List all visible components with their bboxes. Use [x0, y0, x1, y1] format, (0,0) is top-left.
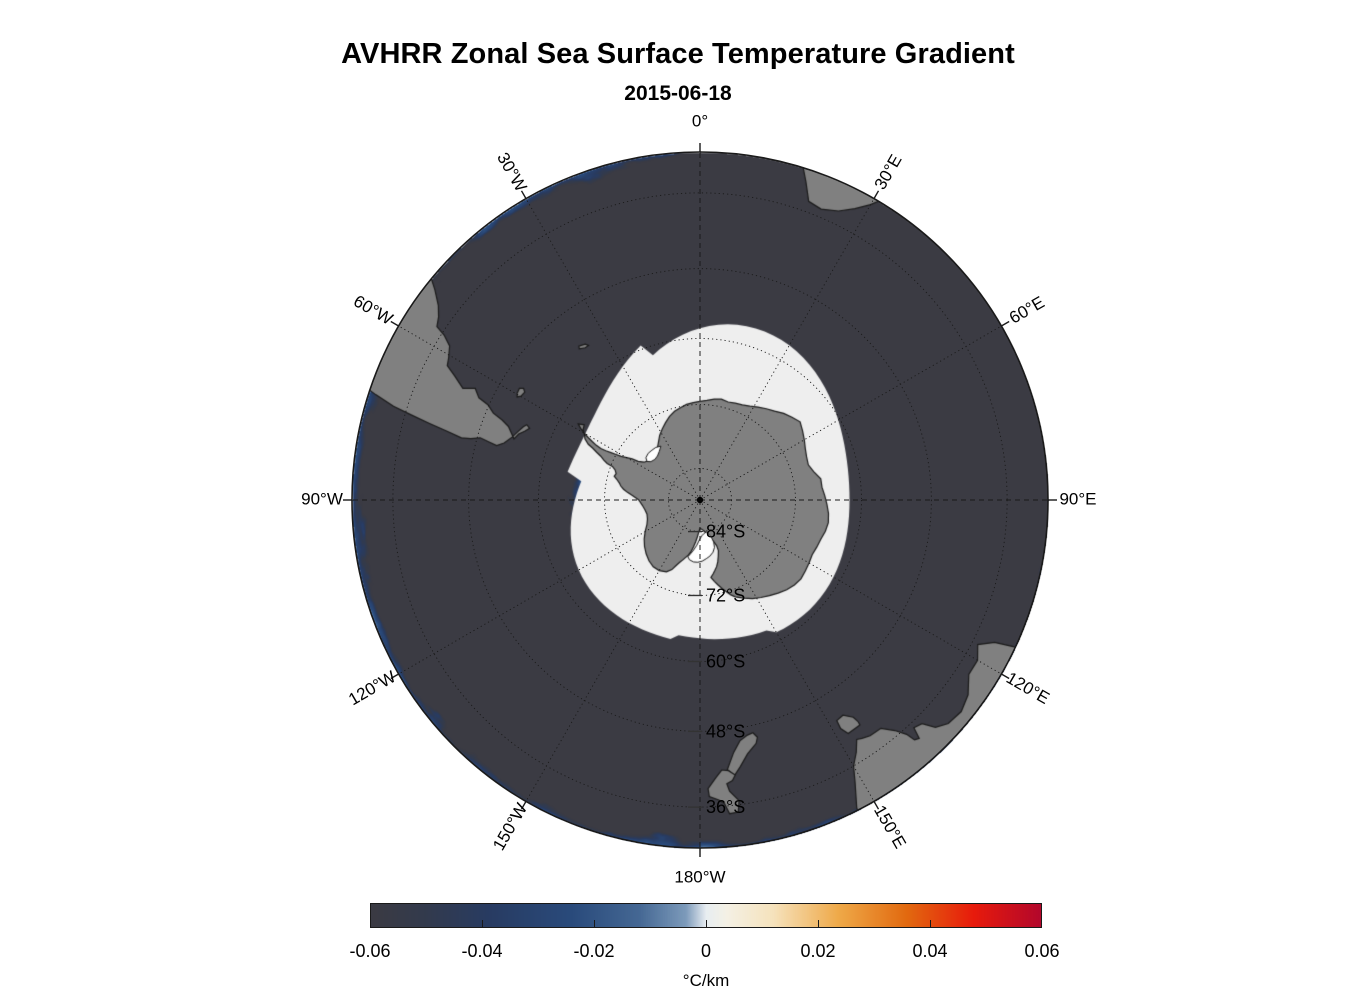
colorbar-tick — [930, 920, 931, 928]
longitude-label: 90°W — [301, 489, 343, 508]
latitude-label: 36°S — [706, 797, 745, 817]
colorbar-tick — [818, 920, 819, 928]
longitude-label: 0° — [692, 111, 708, 130]
longitude-label: 150°E — [870, 802, 910, 852]
longitude-label: 60°E — [1006, 293, 1048, 328]
latitude-label: 48°S — [706, 721, 745, 741]
colorbar[interactable]: -0.06 -0.04 -0.02 0 0.02 0.04 0.06 °C/km — [349, 903, 1060, 991]
graticule-group — [352, 152, 1048, 848]
colorbar-tick-label: 0.02 — [800, 941, 836, 961]
sst-gradient-field-canvas[interactable] — [0, 0, 1356, 890]
polar-map[interactable]: 0° 30°E 60°E 90°E 120°E 150°E 180°W 150°W 120°W 9… — [0, 0, 1356, 890]
map-frame-group — [343, 143, 1057, 857]
colorbar-tick — [482, 920, 483, 928]
longitude-label: 30°E — [871, 151, 906, 193]
colorbar-tick — [594, 920, 595, 928]
colorbar-tick-labels: -0.06 -0.04 -0.02 0 0.02 0.04 0.06 — [349, 941, 1059, 965]
colorbar-tick-label: 0 — [700, 941, 712, 961]
colorbar-tick — [706, 920, 707, 928]
latitude-label: 84°S — [706, 522, 745, 542]
colorbar-tick-label: -0.02 — [573, 941, 615, 961]
longitude-label: 30°W — [493, 149, 530, 195]
map-overlay-svg: 0° 30°E 60°E 90°E 120°E 150°E 180°W 150°W 120°W 9… — [301, 111, 1096, 886]
colorbar-tick-label: 0.04 — [912, 941, 948, 961]
longitude-label: 120°E — [1003, 668, 1053, 708]
latitude-label: 72°S — [706, 585, 745, 605]
colorbar-ticks — [370, 920, 1042, 936]
longitude-label: 120°W — [345, 667, 399, 709]
colorbar-tick-label: -0.04 — [461, 941, 503, 961]
longitude-label: 150°W — [489, 800, 531, 854]
colorbar-tick-label: 0.06 — [1024, 941, 1060, 961]
longitude-label: 180°W — [674, 867, 725, 886]
longitude-label: 90°E — [1059, 489, 1096, 508]
colorbar-unit-label: °C/km — [682, 971, 730, 990]
longitude-label: 60°W — [350, 291, 396, 328]
colorbar-tick-label: -0.06 — [349, 941, 391, 961]
latitude-label: 60°S — [706, 652, 745, 672]
latitude-label-group: 84°S 72°S 60°S 48°S 36°S — [688, 522, 745, 817]
